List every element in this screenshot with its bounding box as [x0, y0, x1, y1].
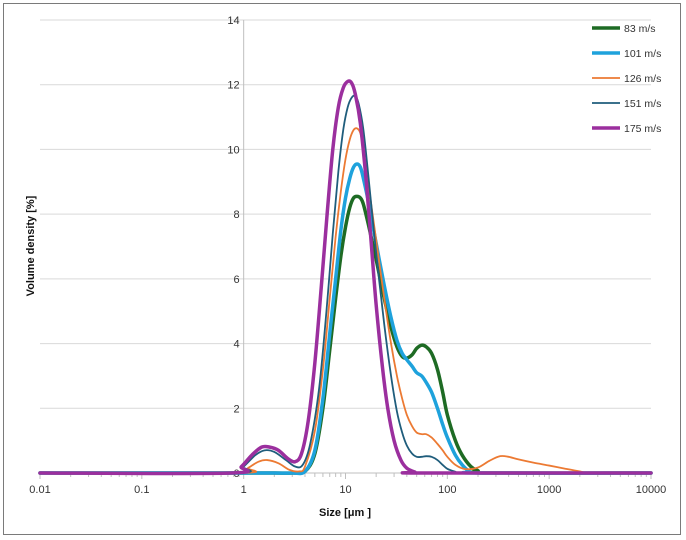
series-lines [38, 79, 653, 476]
x-tick-label: 10000 [636, 484, 667, 496]
y-tick-label: 4 [234, 339, 240, 351]
series-line-4 [39, 94, 652, 475]
x-tick-label: 0.01 [29, 484, 50, 496]
legend-label-1: 83 m/s [624, 23, 656, 35]
legend-label-4: 151 m/s [624, 98, 661, 110]
y-tick-label: 2 [234, 403, 240, 415]
legend: 83 m/s 101 m/s 126 m/s 151 m/s 175 m/s [592, 23, 661, 135]
x-tick-label: 0.1 [134, 484, 149, 496]
legend-label-3: 126 m/s [624, 73, 661, 85]
x-tick-labels: 0.01 0.1 1 10 100 1000 10000 [29, 484, 666, 496]
x-tick-label: 1 [241, 484, 247, 496]
legend-label-5: 175 m/s [624, 123, 661, 135]
y-tick-label: 6 [234, 274, 240, 286]
series-line-2 [38, 162, 653, 476]
y-tick-label: 14 [227, 15, 239, 27]
x-tick-label: 100 [438, 484, 456, 496]
x-axis-label: Size [μm ] [319, 507, 371, 519]
legend-label-2: 101 m/s [624, 48, 661, 60]
x-tick-label: 1000 [537, 484, 561, 496]
series-line-5 [38, 79, 653, 476]
y-axis-label: Volume density [%] [25, 195, 37, 296]
grid-lines [40, 19, 651, 409]
y-tick-label: 10 [227, 144, 239, 156]
y-tick-label: 12 [227, 80, 239, 92]
series-line-1 [38, 194, 653, 476]
series-line-3 [39, 127, 652, 475]
x-tick-label: 10 [339, 484, 351, 496]
y-tick-label: 8 [234, 209, 240, 221]
axes [39, 20, 652, 479]
